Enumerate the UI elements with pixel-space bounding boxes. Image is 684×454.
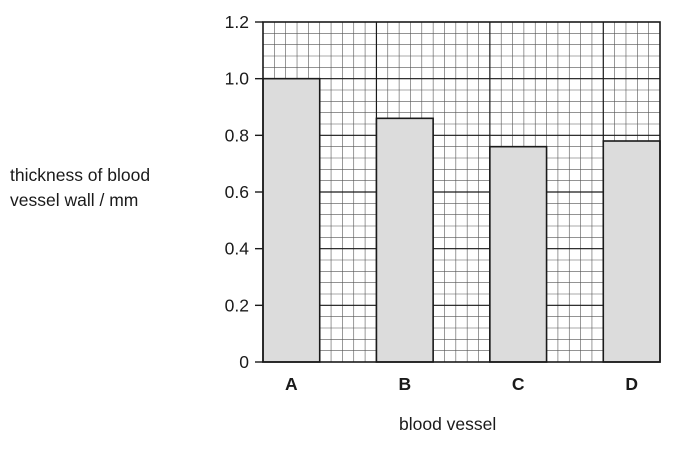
bar-b — [375, 117, 434, 363]
x-tick-label-a: A — [285, 374, 298, 394]
y-axis-label-line-2: vessel wall / mm — [10, 190, 139, 210]
y-tick-label: 0.6 — [225, 182, 249, 202]
grid-major — [263, 22, 660, 362]
y-tick-label: 0.8 — [225, 125, 249, 145]
y-ticks: 0 0.2 0.4 0.6 0.8 1.0 1.2 — [225, 12, 263, 372]
y-axis-label-line-1: thickness of blood — [10, 165, 151, 185]
x-tick-label-c: C — [512, 374, 525, 394]
x-ticks: A B C D — [285, 374, 638, 394]
bar-d — [602, 140, 661, 363]
y-tick-label: 0.2 — [225, 295, 249, 315]
bar-a — [262, 77, 321, 363]
y-axis-label: thickness of blood vessel wall / mm — [10, 163, 150, 213]
x-tick-label-d: D — [625, 374, 638, 394]
bars — [262, 77, 661, 363]
y-tick-label: 1.2 — [225, 12, 249, 32]
x-tick-label-b: B — [398, 374, 411, 394]
y-tick-label: 0 — [239, 352, 249, 372]
y-tick-label: 1.0 — [225, 69, 250, 89]
y-tick-label: 0.4 — [225, 239, 250, 259]
bar-c — [489, 145, 548, 363]
x-axis-label: blood vessel — [399, 414, 497, 434]
